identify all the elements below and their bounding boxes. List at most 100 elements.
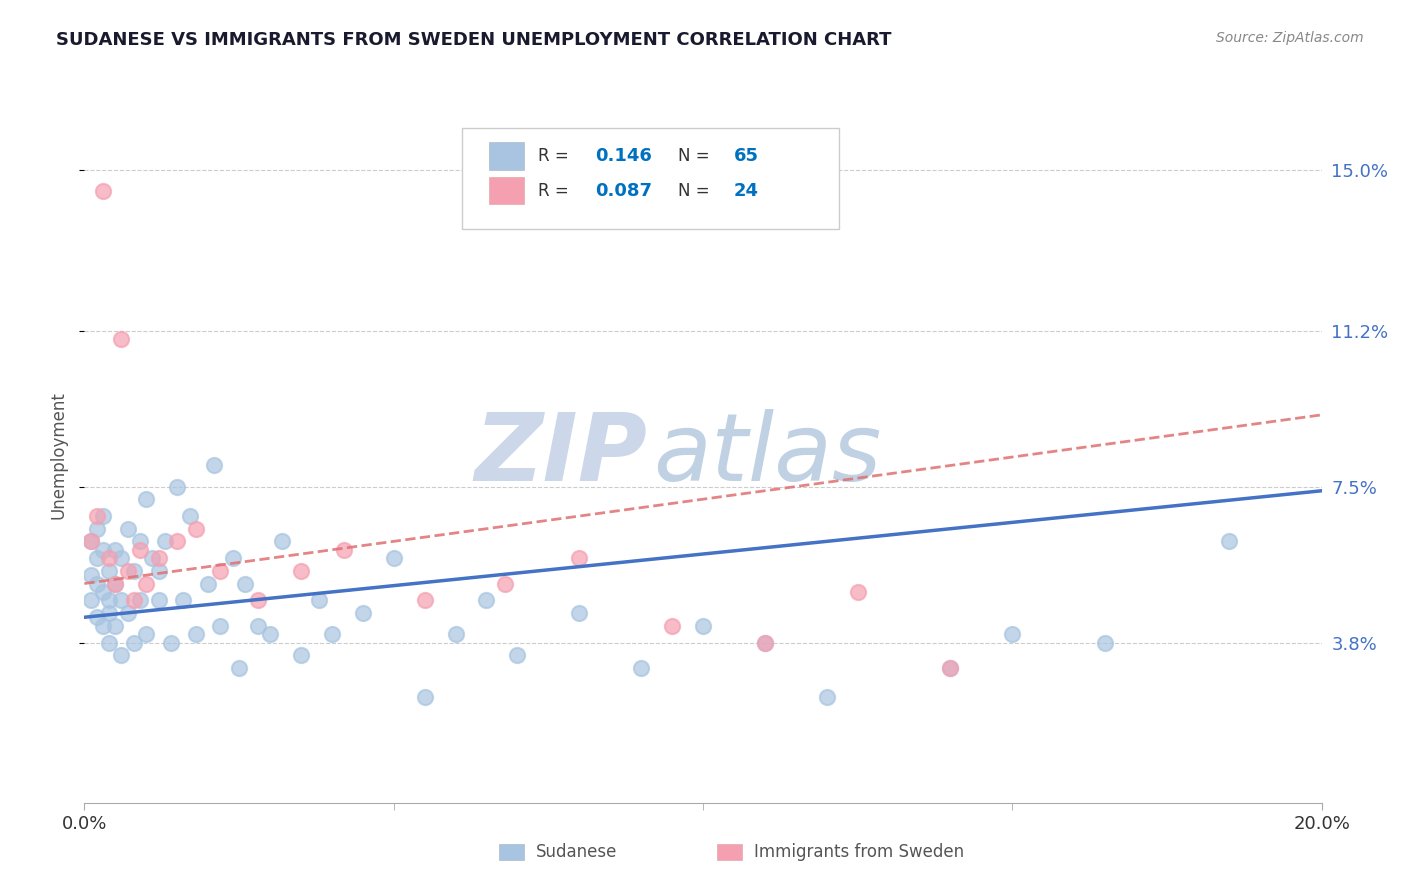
Bar bbox=[489, 142, 523, 169]
Point bbox=[444, 627, 467, 641]
Point bbox=[117, 564, 139, 578]
Y-axis label: Unemployment: Unemployment bbox=[49, 391, 67, 519]
Text: R =: R = bbox=[538, 182, 575, 200]
Text: 24: 24 bbox=[734, 182, 759, 200]
Point bbox=[86, 576, 108, 591]
Point bbox=[246, 618, 269, 632]
Point bbox=[333, 542, 356, 557]
Point bbox=[202, 458, 225, 473]
Point bbox=[271, 534, 294, 549]
Text: atlas: atlas bbox=[654, 409, 882, 500]
Text: 65: 65 bbox=[734, 147, 759, 165]
Point bbox=[110, 332, 132, 346]
FancyBboxPatch shape bbox=[461, 128, 839, 229]
Point bbox=[382, 551, 405, 566]
Text: 0.087: 0.087 bbox=[595, 182, 652, 200]
Point bbox=[692, 618, 714, 632]
Point bbox=[568, 606, 591, 620]
Point bbox=[104, 576, 127, 591]
Text: Immigrants from Sweden: Immigrants from Sweden bbox=[754, 843, 963, 861]
Text: ZIP: ZIP bbox=[474, 409, 647, 501]
Point bbox=[754, 635, 776, 649]
Point bbox=[661, 618, 683, 632]
Point bbox=[184, 627, 207, 641]
Point bbox=[413, 593, 436, 607]
Point bbox=[122, 635, 145, 649]
Point bbox=[308, 593, 330, 607]
Point bbox=[939, 661, 962, 675]
Point bbox=[98, 564, 121, 578]
Point bbox=[117, 606, 139, 620]
Point bbox=[413, 690, 436, 705]
Point bbox=[104, 618, 127, 632]
Bar bbox=[489, 177, 523, 204]
Text: N =: N = bbox=[678, 147, 716, 165]
Point bbox=[352, 606, 374, 620]
Point bbox=[939, 661, 962, 675]
Text: 0.146: 0.146 bbox=[595, 147, 652, 165]
Point bbox=[135, 492, 157, 507]
Text: Sudanese: Sudanese bbox=[536, 843, 617, 861]
Point bbox=[815, 690, 838, 705]
Point bbox=[129, 542, 152, 557]
Point bbox=[290, 648, 312, 663]
Point bbox=[153, 534, 176, 549]
Point bbox=[259, 627, 281, 641]
Point bbox=[222, 551, 245, 566]
Point bbox=[475, 593, 498, 607]
Point bbox=[630, 661, 652, 675]
Point bbox=[110, 593, 132, 607]
Point bbox=[86, 610, 108, 624]
Point bbox=[110, 648, 132, 663]
Point bbox=[104, 542, 127, 557]
Point bbox=[494, 576, 516, 591]
Point bbox=[172, 593, 194, 607]
Point bbox=[197, 576, 219, 591]
Point bbox=[91, 185, 114, 199]
Point bbox=[91, 585, 114, 599]
Point bbox=[79, 534, 101, 549]
Point bbox=[184, 522, 207, 536]
Point bbox=[1001, 627, 1024, 641]
Text: R =: R = bbox=[538, 147, 575, 165]
Point bbox=[129, 534, 152, 549]
Point bbox=[148, 564, 170, 578]
Point bbox=[91, 618, 114, 632]
Point bbox=[179, 509, 201, 524]
Text: Source: ZipAtlas.com: Source: ZipAtlas.com bbox=[1216, 31, 1364, 45]
Text: N =: N = bbox=[678, 182, 716, 200]
Point bbox=[233, 576, 256, 591]
Point bbox=[209, 564, 232, 578]
Point bbox=[117, 522, 139, 536]
Point bbox=[122, 593, 145, 607]
Point bbox=[122, 564, 145, 578]
Point bbox=[135, 576, 157, 591]
Point bbox=[1218, 534, 1240, 549]
Point bbox=[91, 542, 114, 557]
Point bbox=[79, 568, 101, 582]
Point bbox=[129, 593, 152, 607]
Point bbox=[209, 618, 232, 632]
Point bbox=[141, 551, 163, 566]
Bar bbox=[499, 844, 524, 860]
Point bbox=[166, 479, 188, 493]
Point bbox=[79, 534, 101, 549]
Point bbox=[228, 661, 250, 675]
Point bbox=[160, 635, 183, 649]
Point bbox=[98, 551, 121, 566]
Point bbox=[86, 522, 108, 536]
Point bbox=[148, 551, 170, 566]
Point bbox=[754, 635, 776, 649]
Point bbox=[86, 551, 108, 566]
Bar bbox=[717, 844, 742, 860]
Point bbox=[148, 593, 170, 607]
Point bbox=[104, 576, 127, 591]
Point bbox=[568, 551, 591, 566]
Text: SUDANESE VS IMMIGRANTS FROM SWEDEN UNEMPLOYMENT CORRELATION CHART: SUDANESE VS IMMIGRANTS FROM SWEDEN UNEMP… bbox=[56, 31, 891, 49]
Point bbox=[506, 648, 529, 663]
Point bbox=[79, 593, 101, 607]
Point bbox=[86, 509, 108, 524]
Point bbox=[135, 627, 157, 641]
Point bbox=[846, 585, 869, 599]
Point bbox=[110, 551, 132, 566]
